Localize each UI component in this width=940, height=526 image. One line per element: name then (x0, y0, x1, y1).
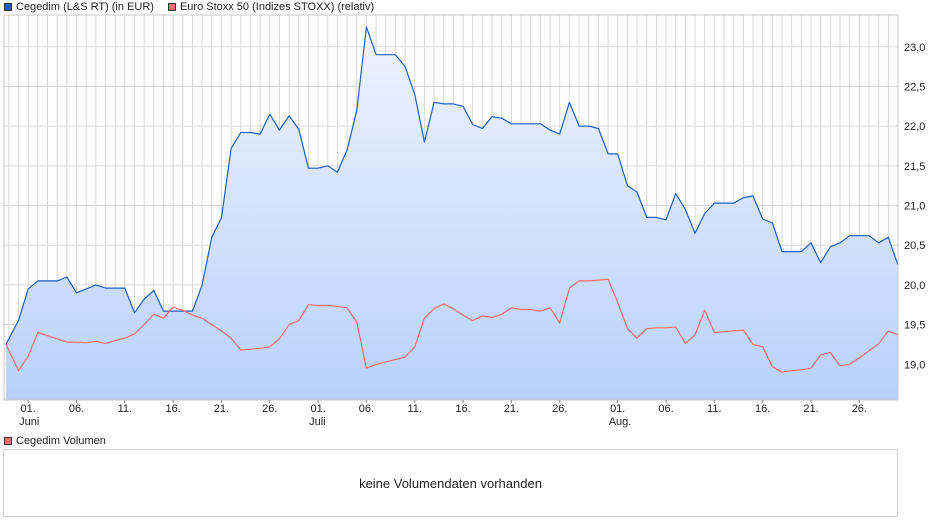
y-tick-label: 22,0 (904, 121, 925, 133)
x-tick-label: 26. (552, 403, 567, 415)
legend-swatch-cegedim-icon (4, 3, 12, 11)
chart-legend: Cegedim (L&S RT) (in EUR) Euro Stoxx 50 … (4, 0, 388, 14)
legend-swatch-volume-icon (4, 437, 12, 445)
volume-panel: keine Volumendaten vorhanden (3, 449, 898, 517)
plot-border (3, 14, 899, 401)
x-tick-label: 11. (707, 403, 721, 415)
x-tick-label: 11. (408, 403, 422, 415)
x-month-label: Juni (19, 416, 39, 428)
volume-empty-message: keine Volumendaten vorhanden (359, 475, 542, 491)
price-chart: 19,0 19,5 20,0 20,5 21,0 21,5 22,0 22,5 23,0 01. 0… (3, 14, 925, 428)
legend-item-volume[interactable]: Cegedim Volumen (4, 435, 106, 447)
y-tick-label: 21,0 (904, 201, 925, 213)
stoxx-series-line (5, 278, 899, 373)
x-tick-label: 11. (118, 403, 132, 415)
chart-lines (5, 26, 899, 373)
cegedim-series-line (5, 26, 899, 345)
y-tick-label: 23,0 (904, 42, 925, 54)
legend-label-volume: Cegedim Volumen (16, 435, 106, 447)
legend-swatch-stoxx-icon (167, 3, 176, 11)
legend-label-cegedim: Cegedim (L&S RT) (in EUR) (16, 1, 154, 13)
x-tick-label: 06. (359, 403, 374, 415)
x-tick-label: 21. (214, 403, 229, 415)
y-tick-label: 22,5 (904, 81, 925, 93)
x-tick-label: 16. (455, 403, 470, 415)
x-tick-label: 06. (658, 403, 673, 415)
x-tick-label: 01. (21, 403, 36, 415)
y-tick-label: 21,5 (904, 161, 925, 173)
volume-legend: Cegedim Volumen (4, 434, 120, 448)
x-tick-label: 16. (165, 403, 180, 415)
y-tick-label: 20,0 (904, 280, 925, 292)
y-tick-label: 20,5 (904, 240, 925, 252)
x-tick-label: 16. (755, 403, 770, 415)
x-tick-label: 21. (803, 403, 818, 415)
legend-item-stoxx[interactable]: Euro Stoxx 50 (Indizes STOXX) (relativ) (167, 1, 375, 13)
x-month-label: Juli (309, 416, 326, 428)
legend-label-stoxx: Euro Stoxx 50 (Indizes STOXX) (relativ) (179, 1, 375, 13)
chart-axes: 19,0 19,5 20,0 20,5 21,0 21,5 22,0 22,5 23,0 01. 0… (3, 14, 925, 428)
legend-item-cegedim[interactable]: Cegedim (L&S RT) (in EUR) (4, 1, 154, 13)
y-tick-label: 19,0 (904, 359, 925, 371)
x-tick-label: 01. (310, 403, 325, 415)
x-month-label: Aug. (609, 416, 632, 428)
cegedim-area-fill (5, 26, 898, 401)
x-tick-label: 21. (504, 403, 519, 415)
cegedim-area (5, 26, 898, 401)
x-tick-label: 01. (610, 403, 625, 415)
x-tick-label: 26. (262, 403, 277, 415)
x-tick-label: 26. (852, 403, 867, 415)
y-tick-label: 19,5 (904, 320, 925, 332)
x-tick-label: 06. (69, 403, 84, 415)
